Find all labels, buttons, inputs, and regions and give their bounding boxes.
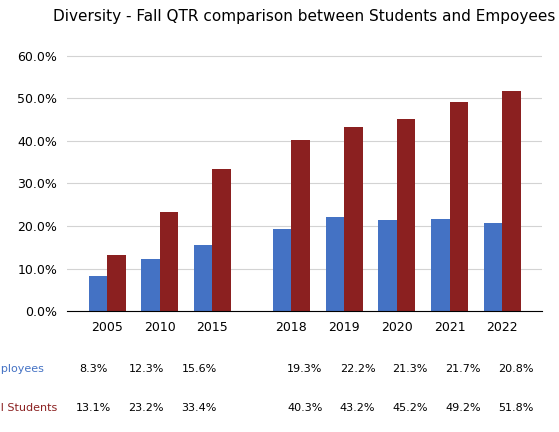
Bar: [141, 259, 160, 311]
Bar: [107, 255, 126, 311]
Bar: [326, 216, 344, 311]
Bar: [484, 222, 502, 311]
Bar: [160, 213, 178, 311]
Title: Diversity - Fall QTR comparison between Students and Empoyees: Diversity - Fall QTR comparison between …: [54, 9, 556, 24]
Bar: [291, 140, 310, 311]
Bar: [449, 102, 468, 311]
Bar: [194, 245, 212, 311]
Bar: [378, 220, 397, 311]
Bar: [89, 276, 107, 311]
Bar: [502, 91, 520, 311]
Bar: [212, 169, 231, 311]
Bar: [431, 219, 449, 311]
Bar: [273, 229, 291, 311]
Bar: [344, 127, 363, 311]
Bar: [397, 119, 415, 311]
